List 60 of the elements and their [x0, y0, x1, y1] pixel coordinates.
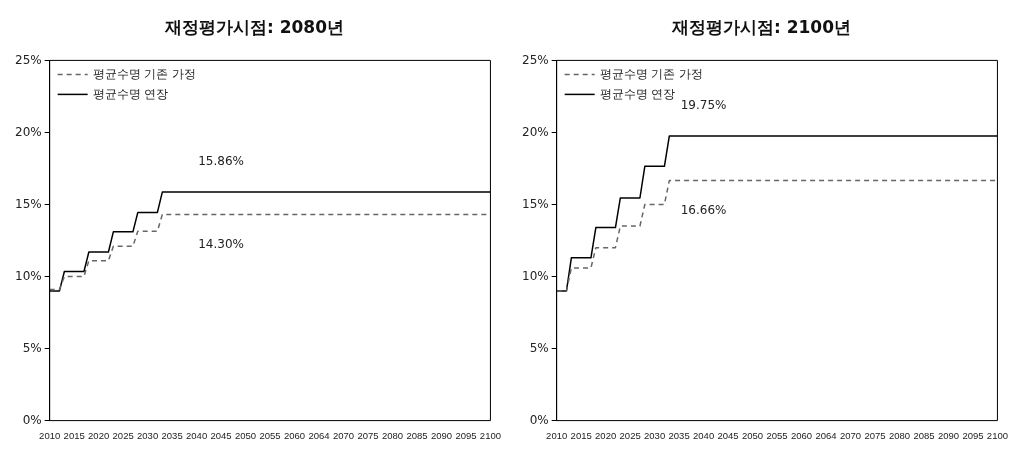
x-tick-label: 2055	[259, 429, 281, 441]
x-tick-label: 2075	[864, 429, 886, 441]
x-tick-label: 2070	[839, 429, 862, 441]
x-tick-label: 2040	[693, 429, 715, 441]
x-tick-label: 2050	[235, 429, 257, 441]
y-tick-label: 20%	[522, 124, 549, 139]
x-tick-label: 2050	[742, 429, 764, 441]
x-tick-label: 2085	[913, 429, 935, 441]
y-tick-label: 10%	[522, 268, 549, 283]
annotation: 14.30%	[198, 236, 244, 251]
legend-label: 평균수명 기존 가정	[599, 66, 704, 81]
y-tick-label: 15%	[15, 196, 42, 211]
x-tick-label: 2030	[644, 429, 666, 441]
x-tick-label: 2010	[546, 429, 568, 441]
x-tick-label: 2060	[283, 429, 306, 441]
x-tick-label: 2020	[88, 429, 110, 441]
annotation: 15.86%	[198, 154, 244, 169]
x-tick-label: 2020	[595, 429, 617, 441]
x-tick-label: 2090	[937, 429, 960, 441]
y-tick-label: 20%	[15, 124, 42, 139]
annotation: 19.75%	[680, 98, 727, 113]
x-tick-label: 2100	[986, 429, 1008, 441]
annotation: 16.66%	[680, 202, 727, 217]
y-tick-label: 5%	[529, 340, 549, 355]
y-tick-label: 15%	[522, 196, 549, 211]
x-tick-label: 2080	[888, 429, 911, 441]
x-tick-label: 2010	[39, 429, 61, 441]
x-tick-label: 2064	[815, 429, 837, 441]
x-tick-label: 2100	[479, 429, 501, 441]
x-tick-label: 2095	[455, 429, 477, 441]
chart-title: 재정평가시점: 2100년	[670, 16, 852, 37]
x-tick-label: 2025	[619, 429, 641, 441]
x-tick-label: 2095	[962, 429, 984, 441]
x-tick-label: 2075	[357, 429, 379, 441]
x-tick-label: 2064	[308, 429, 330, 441]
x-tick-label: 2090	[430, 429, 453, 441]
y-tick-label: 25%	[522, 52, 549, 67]
x-tick-label: 2045	[210, 429, 232, 441]
legend-label: 평균수명 연장	[92, 86, 169, 101]
x-tick-label: 2080	[381, 429, 404, 441]
legend-label: 평균수명 연장	[599, 86, 676, 101]
x-tick-label: 2015	[570, 429, 592, 441]
y-tick-label: 10%	[15, 268, 42, 283]
x-tick-label: 2030	[137, 429, 159, 441]
legend-label: 평균수명 기존 가정	[92, 66, 197, 81]
x-tick-label: 2060	[790, 429, 813, 441]
y-tick-label: 5%	[22, 340, 42, 355]
x-tick-label: 2040	[186, 429, 208, 441]
y-tick-label: 0%	[529, 412, 549, 427]
x-tick-label: 2015	[63, 429, 85, 441]
x-tick-label: 2025	[112, 429, 134, 441]
x-tick-label: 2085	[406, 429, 428, 441]
y-tick-label: 0%	[22, 412, 42, 427]
x-tick-label: 2035	[668, 429, 690, 441]
x-tick-label: 2035	[161, 429, 183, 441]
chart-title: 재정평가시점: 2080년	[163, 16, 345, 37]
x-tick-label: 2055	[766, 429, 788, 441]
x-tick-label: 2070	[332, 429, 355, 441]
y-tick-label: 25%	[15, 52, 42, 67]
x-tick-label: 2045	[717, 429, 739, 441]
